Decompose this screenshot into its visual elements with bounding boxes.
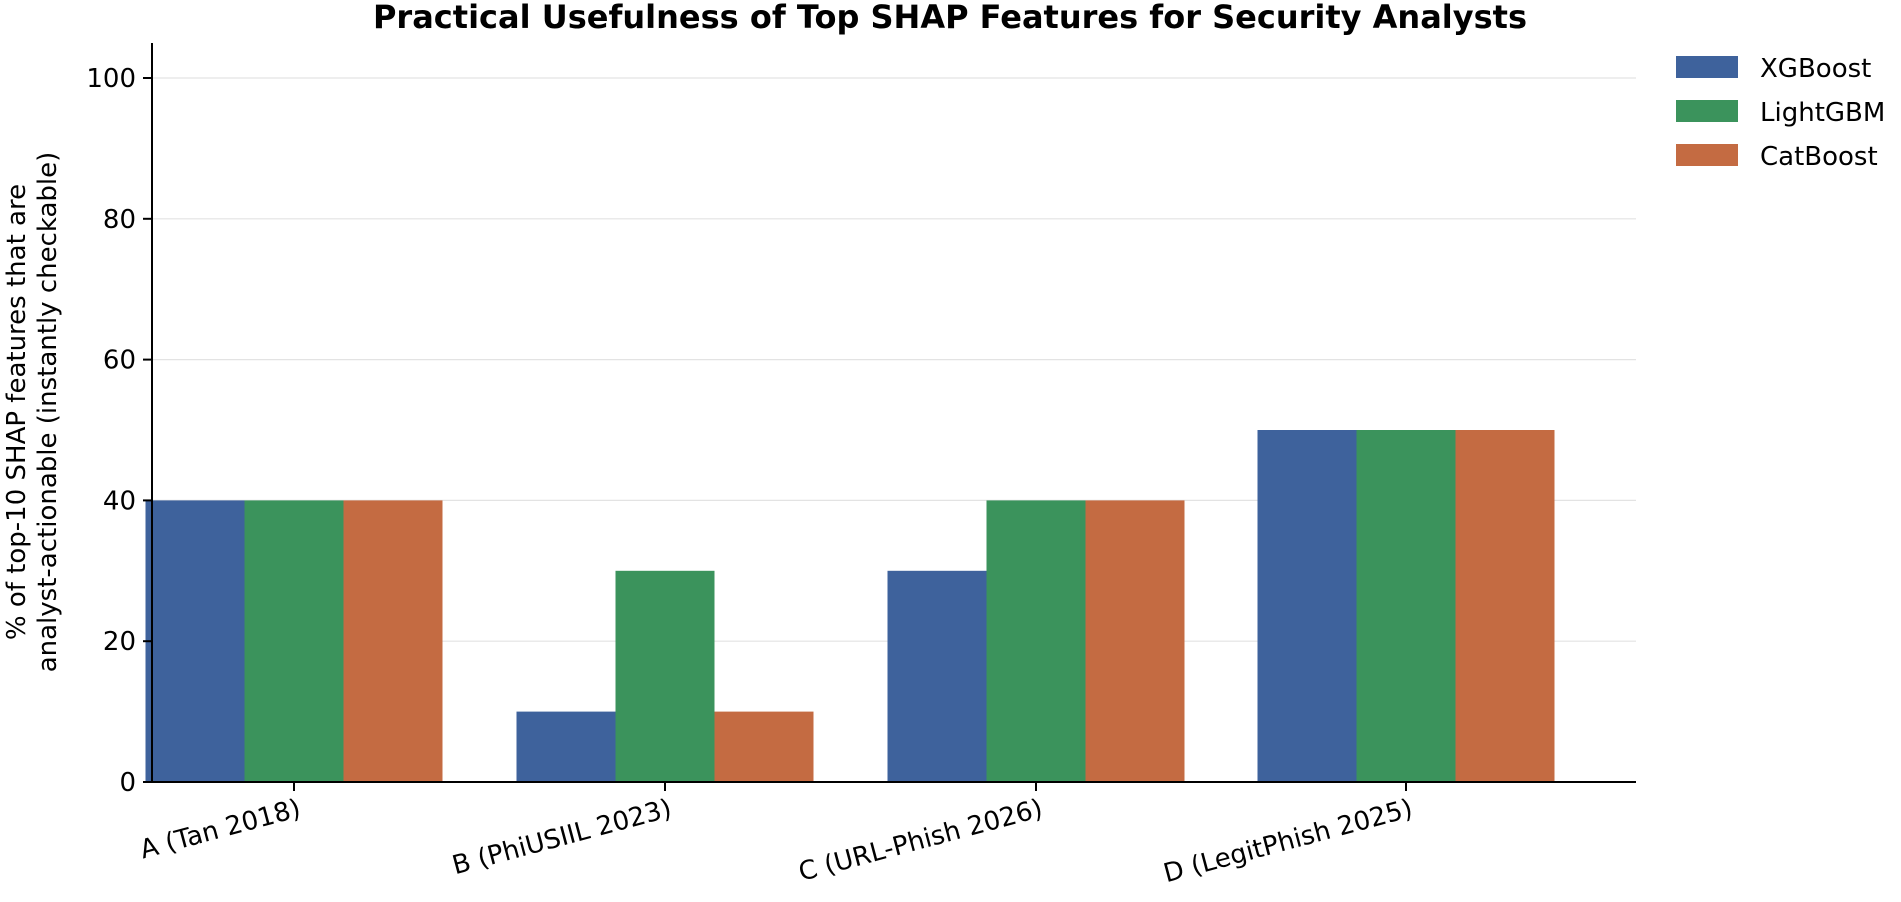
x-axis-ticks: A (Tan 2018) B (PhiUSIIL 2023) C (URL-Phis…	[137, 782, 1416, 889]
y-axis-label: % of top-10 SHAP features that are analy…	[2, 152, 63, 673]
bar-lightgbm-2	[986, 500, 1086, 782]
legend-swatch-xgboost	[1676, 56, 1738, 78]
x-tick-label-3: D (LegitPhish 2025)	[1160, 794, 1415, 889]
bar-lightgbm-1	[615, 570, 715, 782]
y-axis-label-line-1: % of top-10 SHAP features that are	[2, 184, 32, 640]
chart-title: Practical Usefulness of Top SHAP Feature…	[373, 0, 1527, 36]
y-axis-label-line-2: analyst-actionable (instantly checkable)	[33, 152, 63, 673]
legend-swatch-lightgbm	[1676, 100, 1738, 122]
y-tick-label-80: 80	[103, 205, 136, 235]
x-tick-label-2: C (URL-Phish 2026)	[796, 794, 1046, 888]
y-tick-label-20: 20	[103, 627, 136, 657]
x-tick-label-0: A (Tan 2018)	[137, 794, 304, 866]
bar-catboost-1	[714, 711, 814, 782]
bar-xgboost-3	[1257, 430, 1357, 782]
legend-label-xgboost: XGBoost	[1760, 54, 1871, 84]
bar-lightgbm-0	[244, 500, 344, 782]
bar-xgboost-1	[516, 711, 616, 782]
bar-xgboost-2	[887, 570, 987, 782]
x-tick-label-1: B (PhiUSIIL 2023)	[449, 794, 675, 881]
bar-catboost-2	[1085, 500, 1185, 782]
legend-label-catboost: CatBoost	[1760, 142, 1878, 172]
bars	[145, 430, 1555, 782]
legend: XGBoost LightGBM CatBoost	[1676, 54, 1885, 172]
bar-lightgbm-3	[1356, 430, 1456, 782]
legend-label-lightgbm: LightGBM	[1760, 98, 1885, 128]
bar-catboost-3	[1455, 430, 1555, 782]
y-tick-label-0: 0	[119, 768, 136, 798]
y-axis-ticks: 0 20 40 60 80 100	[86, 64, 152, 798]
legend-swatch-catboost	[1676, 144, 1738, 166]
y-tick-label-100: 100	[86, 64, 136, 94]
y-tick-label-60: 60	[103, 346, 136, 376]
bar-catboost-0	[343, 500, 443, 782]
bar-xgboost-0	[145, 500, 245, 782]
y-tick-label-40: 40	[103, 486, 136, 516]
